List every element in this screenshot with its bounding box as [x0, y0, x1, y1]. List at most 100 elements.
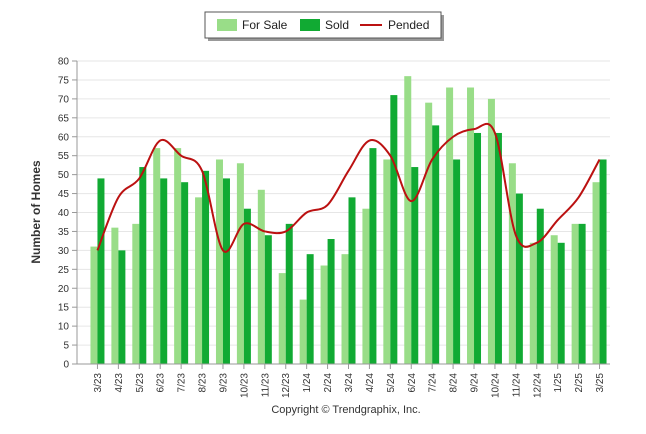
y-tick-label: 70	[58, 94, 70, 105]
x-tick-label: 7/24	[428, 373, 439, 393]
bar-for-sale	[467, 87, 475, 364]
x-tick-label: 1/24	[302, 373, 313, 393]
y-tick-label: 20	[58, 284, 70, 295]
bar-for-sale	[257, 189, 265, 364]
bar-sold	[348, 197, 356, 364]
y-tick-label: 65	[58, 113, 70, 124]
bar-sold	[306, 254, 314, 364]
x-tick-label: 5/24	[386, 373, 397, 393]
bar-for-sale	[487, 98, 495, 364]
bar-sold	[453, 159, 461, 364]
x-tick-label: 7/23	[177, 373, 188, 393]
legend-label-for-sale: For Sale	[242, 18, 288, 32]
x-tick-labels: 3/23 4/23 5/23 6/23 7/23 8/23 9/23 10/23 11/23 12…	[93, 373, 606, 398]
y-tick-label: 0	[63, 360, 69, 371]
y-tick-label: 35	[58, 227, 70, 238]
x-tick-label: 10/23	[239, 373, 250, 398]
bar-for-sale	[195, 197, 203, 364]
y-tick-label: 40	[58, 208, 70, 219]
y-tick-label: 80	[58, 57, 70, 68]
x-tick-label: 11/23	[260, 373, 271, 398]
bar-sold	[432, 125, 440, 364]
bar-sold	[139, 167, 147, 364]
x-tick-label: 3/24	[344, 373, 355, 393]
bar-sold	[264, 235, 272, 364]
x-tick-label: 2/24	[323, 373, 334, 393]
bar-sold	[536, 208, 544, 364]
y-tick-label: 60	[58, 132, 70, 143]
legend-swatch-sold	[300, 19, 320, 31]
bar-for-sale	[550, 235, 558, 364]
x-tick-label: 6/24	[407, 373, 418, 393]
bar-sold	[390, 95, 398, 365]
x-tick-label: 6/23	[156, 373, 167, 393]
bar-for-sale	[90, 246, 98, 364]
y-tick-label: 5	[63, 341, 69, 352]
bar-sold	[474, 132, 482, 364]
bar-for-sale	[383, 159, 391, 364]
bar-for-sale	[320, 265, 328, 364]
bar-for-sale	[446, 87, 454, 364]
y-tick-label: 55	[58, 151, 70, 162]
bar-sold	[118, 250, 126, 364]
x-tick-label: 8/24	[449, 373, 460, 393]
legend-box	[204, 11, 442, 39]
bar-sold	[181, 182, 189, 364]
bar-sold	[494, 132, 502, 364]
bar-for-sale	[153, 148, 161, 364]
x-tick-label: 1/25	[553, 373, 564, 393]
x-tick-label: 5/23	[135, 373, 146, 393]
bar-for-sale	[508, 163, 516, 364]
legend-label-pended: Pended	[388, 18, 429, 32]
legend: For Sale Sold Pended	[204, 11, 444, 41]
y-tick-label: 10	[58, 322, 70, 333]
x-tick-label: 3/25	[595, 373, 606, 393]
bar-sold	[327, 239, 335, 364]
bar-for-sale	[215, 159, 223, 364]
x-tick-label: 10/24	[490, 373, 501, 398]
bar-for-sale	[529, 242, 537, 364]
y-tick-labels: 0 5 10 15 20 25 30 35 40 45 50 55 60 65 70 75 80	[58, 57, 70, 371]
pended-series-line	[96, 122, 601, 253]
y-tick-label: 50	[58, 170, 70, 181]
bar-for-sale	[592, 182, 600, 364]
y-tick-label: 75	[58, 75, 70, 86]
copyright-credit: Copyright © Trendgraphix, Inc.	[271, 404, 420, 416]
bar-sold	[202, 170, 210, 364]
x-tick-label: 8/23	[198, 373, 209, 393]
x-tick-label: 4/23	[114, 373, 125, 393]
bar-for-sale	[404, 76, 412, 365]
x-tick-label: 2/25	[574, 373, 585, 393]
x-tick-label: 9/23	[218, 373, 229, 393]
x-tick-label: 12/23	[281, 373, 292, 398]
bar-for-sale	[571, 223, 579, 364]
axes	[76, 61, 610, 369]
bar-for-sale	[278, 273, 286, 364]
legend-swatch-for-sale	[217, 19, 237, 31]
bar-sold	[557, 242, 565, 364]
bar-sold	[578, 223, 586, 364]
bar-sold	[285, 223, 293, 364]
bar-sold	[599, 159, 607, 364]
bar-sold	[411, 167, 419, 364]
legend-label-sold: Sold	[325, 18, 349, 32]
bar-sold	[515, 193, 523, 364]
bar-for-sale	[174, 148, 182, 364]
bar-sold	[222, 178, 230, 364]
x-tick-label: 12/24	[532, 373, 543, 398]
bars	[90, 76, 607, 365]
bar-sold	[97, 178, 105, 364]
bar-for-sale	[362, 208, 370, 364]
y-tick-label: 25	[58, 265, 70, 276]
y-axis-title: Number of Homes	[29, 160, 43, 264]
bar-sold	[160, 178, 168, 364]
gridlines	[72, 60, 610, 365]
pended-line	[96, 122, 601, 253]
bar-for-sale	[299, 299, 307, 364]
y-tick-label: 30	[58, 246, 70, 257]
x-tick-label: 11/24	[511, 373, 522, 398]
y-tick-label: 45	[58, 189, 70, 200]
bar-for-sale	[425, 102, 433, 364]
bar-for-sale	[111, 227, 119, 364]
